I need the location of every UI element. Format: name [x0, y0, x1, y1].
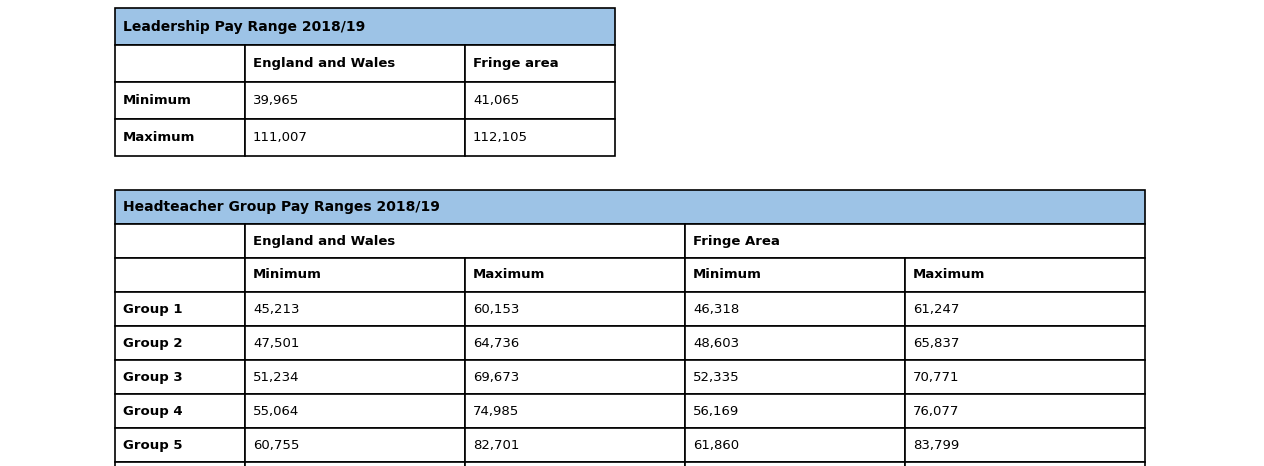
Text: Maximum: Maximum: [123, 131, 196, 144]
Bar: [245, 428, 465, 462]
Bar: [685, 394, 905, 428]
Text: Fringe area: Fringe area: [473, 57, 559, 70]
Bar: [115, 360, 245, 394]
Bar: [245, 82, 465, 119]
Text: 83,799: 83,799: [913, 439, 959, 452]
Bar: [465, 82, 616, 119]
Text: 70,771: 70,771: [913, 370, 959, 384]
Bar: [905, 462, 1145, 466]
Text: 60,153: 60,153: [473, 302, 520, 315]
Text: Group 1: Group 1: [123, 302, 182, 315]
Text: Minimum: Minimum: [253, 268, 322, 281]
Text: 76,077: 76,077: [913, 404, 959, 418]
Text: 61,247: 61,247: [913, 302, 959, 315]
Text: 61,860: 61,860: [693, 439, 739, 452]
Bar: [465, 292, 685, 326]
Bar: [245, 292, 465, 326]
Bar: [115, 45, 245, 82]
Bar: [245, 119, 465, 156]
Bar: [465, 326, 685, 360]
Text: Group 3: Group 3: [123, 370, 182, 384]
Text: 55,064: 55,064: [253, 404, 300, 418]
Bar: [115, 428, 245, 462]
Text: 64,736: 64,736: [473, 336, 520, 350]
Bar: [115, 119, 245, 156]
Text: Fringe Area: Fringe Area: [693, 234, 780, 247]
Bar: [465, 394, 685, 428]
Text: 48,603: 48,603: [693, 336, 739, 350]
Bar: [905, 292, 1145, 326]
Bar: [905, 428, 1145, 462]
Bar: [245, 45, 465, 82]
Bar: [905, 326, 1145, 360]
Bar: [245, 462, 465, 466]
Text: 74,985: 74,985: [473, 404, 520, 418]
Text: 69,673: 69,673: [473, 370, 520, 384]
Text: Group 5: Group 5: [123, 439, 182, 452]
Text: Group 4: Group 4: [123, 404, 182, 418]
Bar: [245, 224, 685, 258]
Text: 82,701: 82,701: [473, 439, 520, 452]
Text: 112,105: 112,105: [473, 131, 528, 144]
Text: 60,755: 60,755: [253, 439, 300, 452]
Text: Maximum: Maximum: [913, 268, 986, 281]
Text: Minimum: Minimum: [693, 268, 762, 281]
Bar: [115, 462, 245, 466]
Text: England and Wales: England and Wales: [253, 234, 396, 247]
Text: 47,501: 47,501: [253, 336, 300, 350]
Bar: [245, 360, 465, 394]
Bar: [465, 258, 685, 292]
Bar: [115, 292, 245, 326]
Bar: [115, 224, 245, 258]
Bar: [115, 394, 245, 428]
Text: Headteacher Group Pay Ranges 2018/19: Headteacher Group Pay Ranges 2018/19: [123, 200, 440, 214]
Text: 65,837: 65,837: [913, 336, 959, 350]
Bar: [685, 292, 905, 326]
Bar: [115, 8, 616, 45]
Bar: [465, 462, 685, 466]
Text: 46,318: 46,318: [693, 302, 739, 315]
Text: 52,335: 52,335: [693, 370, 739, 384]
Text: England and Wales: England and Wales: [253, 57, 396, 70]
Bar: [685, 360, 905, 394]
Text: Minimum: Minimum: [123, 94, 192, 107]
Bar: [465, 428, 685, 462]
Text: 111,007: 111,007: [253, 131, 308, 144]
Bar: [115, 82, 245, 119]
Bar: [905, 360, 1145, 394]
Text: Maximum: Maximum: [473, 268, 545, 281]
Text: 56,169: 56,169: [693, 404, 739, 418]
Bar: [685, 258, 905, 292]
Text: Group 2: Group 2: [123, 336, 182, 350]
Bar: [685, 428, 905, 462]
Text: 51,234: 51,234: [253, 370, 300, 384]
Bar: [465, 45, 616, 82]
Text: Leadership Pay Range 2018/19: Leadership Pay Range 2018/19: [123, 20, 365, 34]
Bar: [245, 258, 465, 292]
Text: 41,065: 41,065: [473, 94, 520, 107]
Bar: [685, 326, 905, 360]
Bar: [115, 190, 1145, 224]
Bar: [905, 258, 1145, 292]
Bar: [245, 394, 465, 428]
Bar: [465, 119, 616, 156]
Bar: [115, 326, 245, 360]
Bar: [465, 360, 685, 394]
Bar: [115, 258, 245, 292]
Bar: [245, 326, 465, 360]
Bar: [685, 462, 905, 466]
Text: 39,965: 39,965: [253, 94, 300, 107]
Bar: [685, 224, 1145, 258]
Text: 45,213: 45,213: [253, 302, 300, 315]
Bar: [905, 394, 1145, 428]
